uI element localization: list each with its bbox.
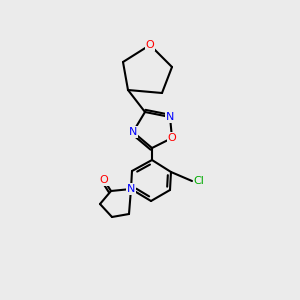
Text: O: O bbox=[168, 133, 176, 143]
Text: O: O bbox=[146, 40, 154, 50]
Text: O: O bbox=[100, 175, 108, 185]
Text: N: N bbox=[127, 184, 135, 194]
Text: Cl: Cl bbox=[194, 176, 204, 186]
Text: N: N bbox=[166, 112, 174, 122]
Text: N: N bbox=[129, 127, 137, 137]
